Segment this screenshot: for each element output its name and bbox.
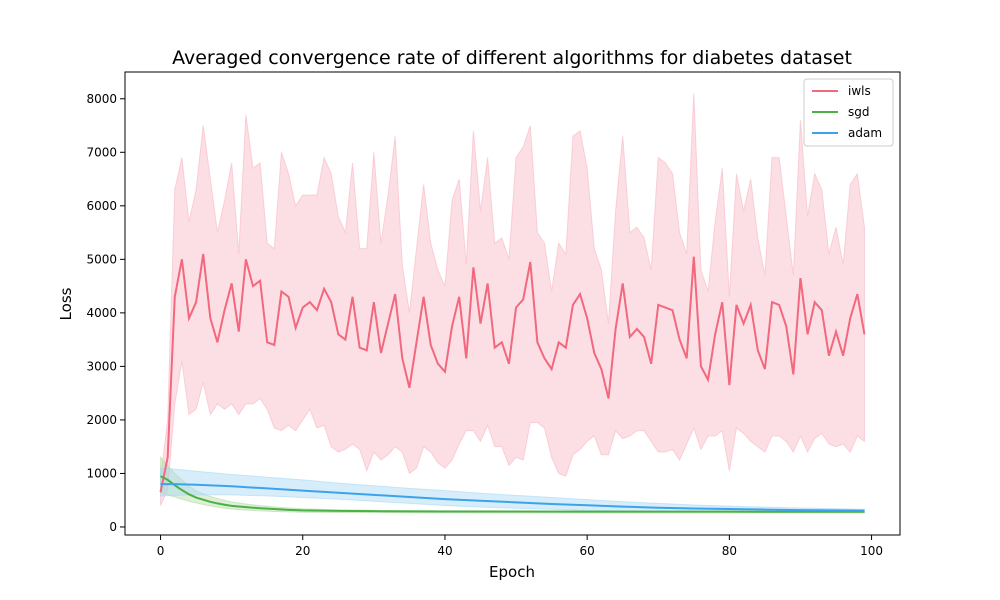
y-axis: 0 1000 2000 3000 4000 5000 6000 7000 8000 (86, 92, 125, 534)
chart-title: Averaged convergence rate of different a… (172, 47, 852, 69)
y-tick-label: 0 (109, 520, 117, 534)
y-tick-label: 6000 (86, 199, 117, 213)
x-tick-label: 60 (580, 544, 595, 558)
x-tick-label: 80 (722, 544, 737, 558)
y-tick-label: 5000 (86, 252, 117, 266)
y-tick-label: 2000 (86, 413, 117, 427)
line-iwls (159, 253, 866, 493)
y-tick-label: 3000 (86, 359, 117, 373)
line-adam (160, 483, 865, 512)
band-iwls (160, 93, 865, 506)
plot-area (159, 93, 866, 514)
band-adam (160, 467, 865, 513)
legend: iwls sgd adam (803, 78, 894, 147)
x-tick-label: 20 (295, 544, 310, 558)
y-tick-label: 8000 (86, 92, 117, 106)
y-tick-label: 1000 (86, 466, 117, 480)
legend-box (803, 78, 894, 147)
y-tick-label: 4000 (86, 306, 117, 320)
legend-label-iwls: iwls (848, 84, 871, 98)
band-sgd (160, 456, 865, 514)
x-axis-label: Epoch (489, 563, 535, 581)
y-axis-label: Loss (57, 287, 75, 320)
x-axis: 0 20 40 60 80 100 (157, 535, 883, 558)
x-tick-label: 40 (437, 544, 452, 558)
x-tick-label: 0 (157, 544, 165, 558)
x-tick-label: 100 (860, 544, 883, 558)
legend-label-sgd: sgd (848, 105, 870, 119)
line-sgd (160, 475, 865, 513)
axes-frame (124, 71, 901, 536)
y-tick-label: 7000 (86, 145, 117, 159)
legend-label-adam: adam (848, 126, 882, 140)
